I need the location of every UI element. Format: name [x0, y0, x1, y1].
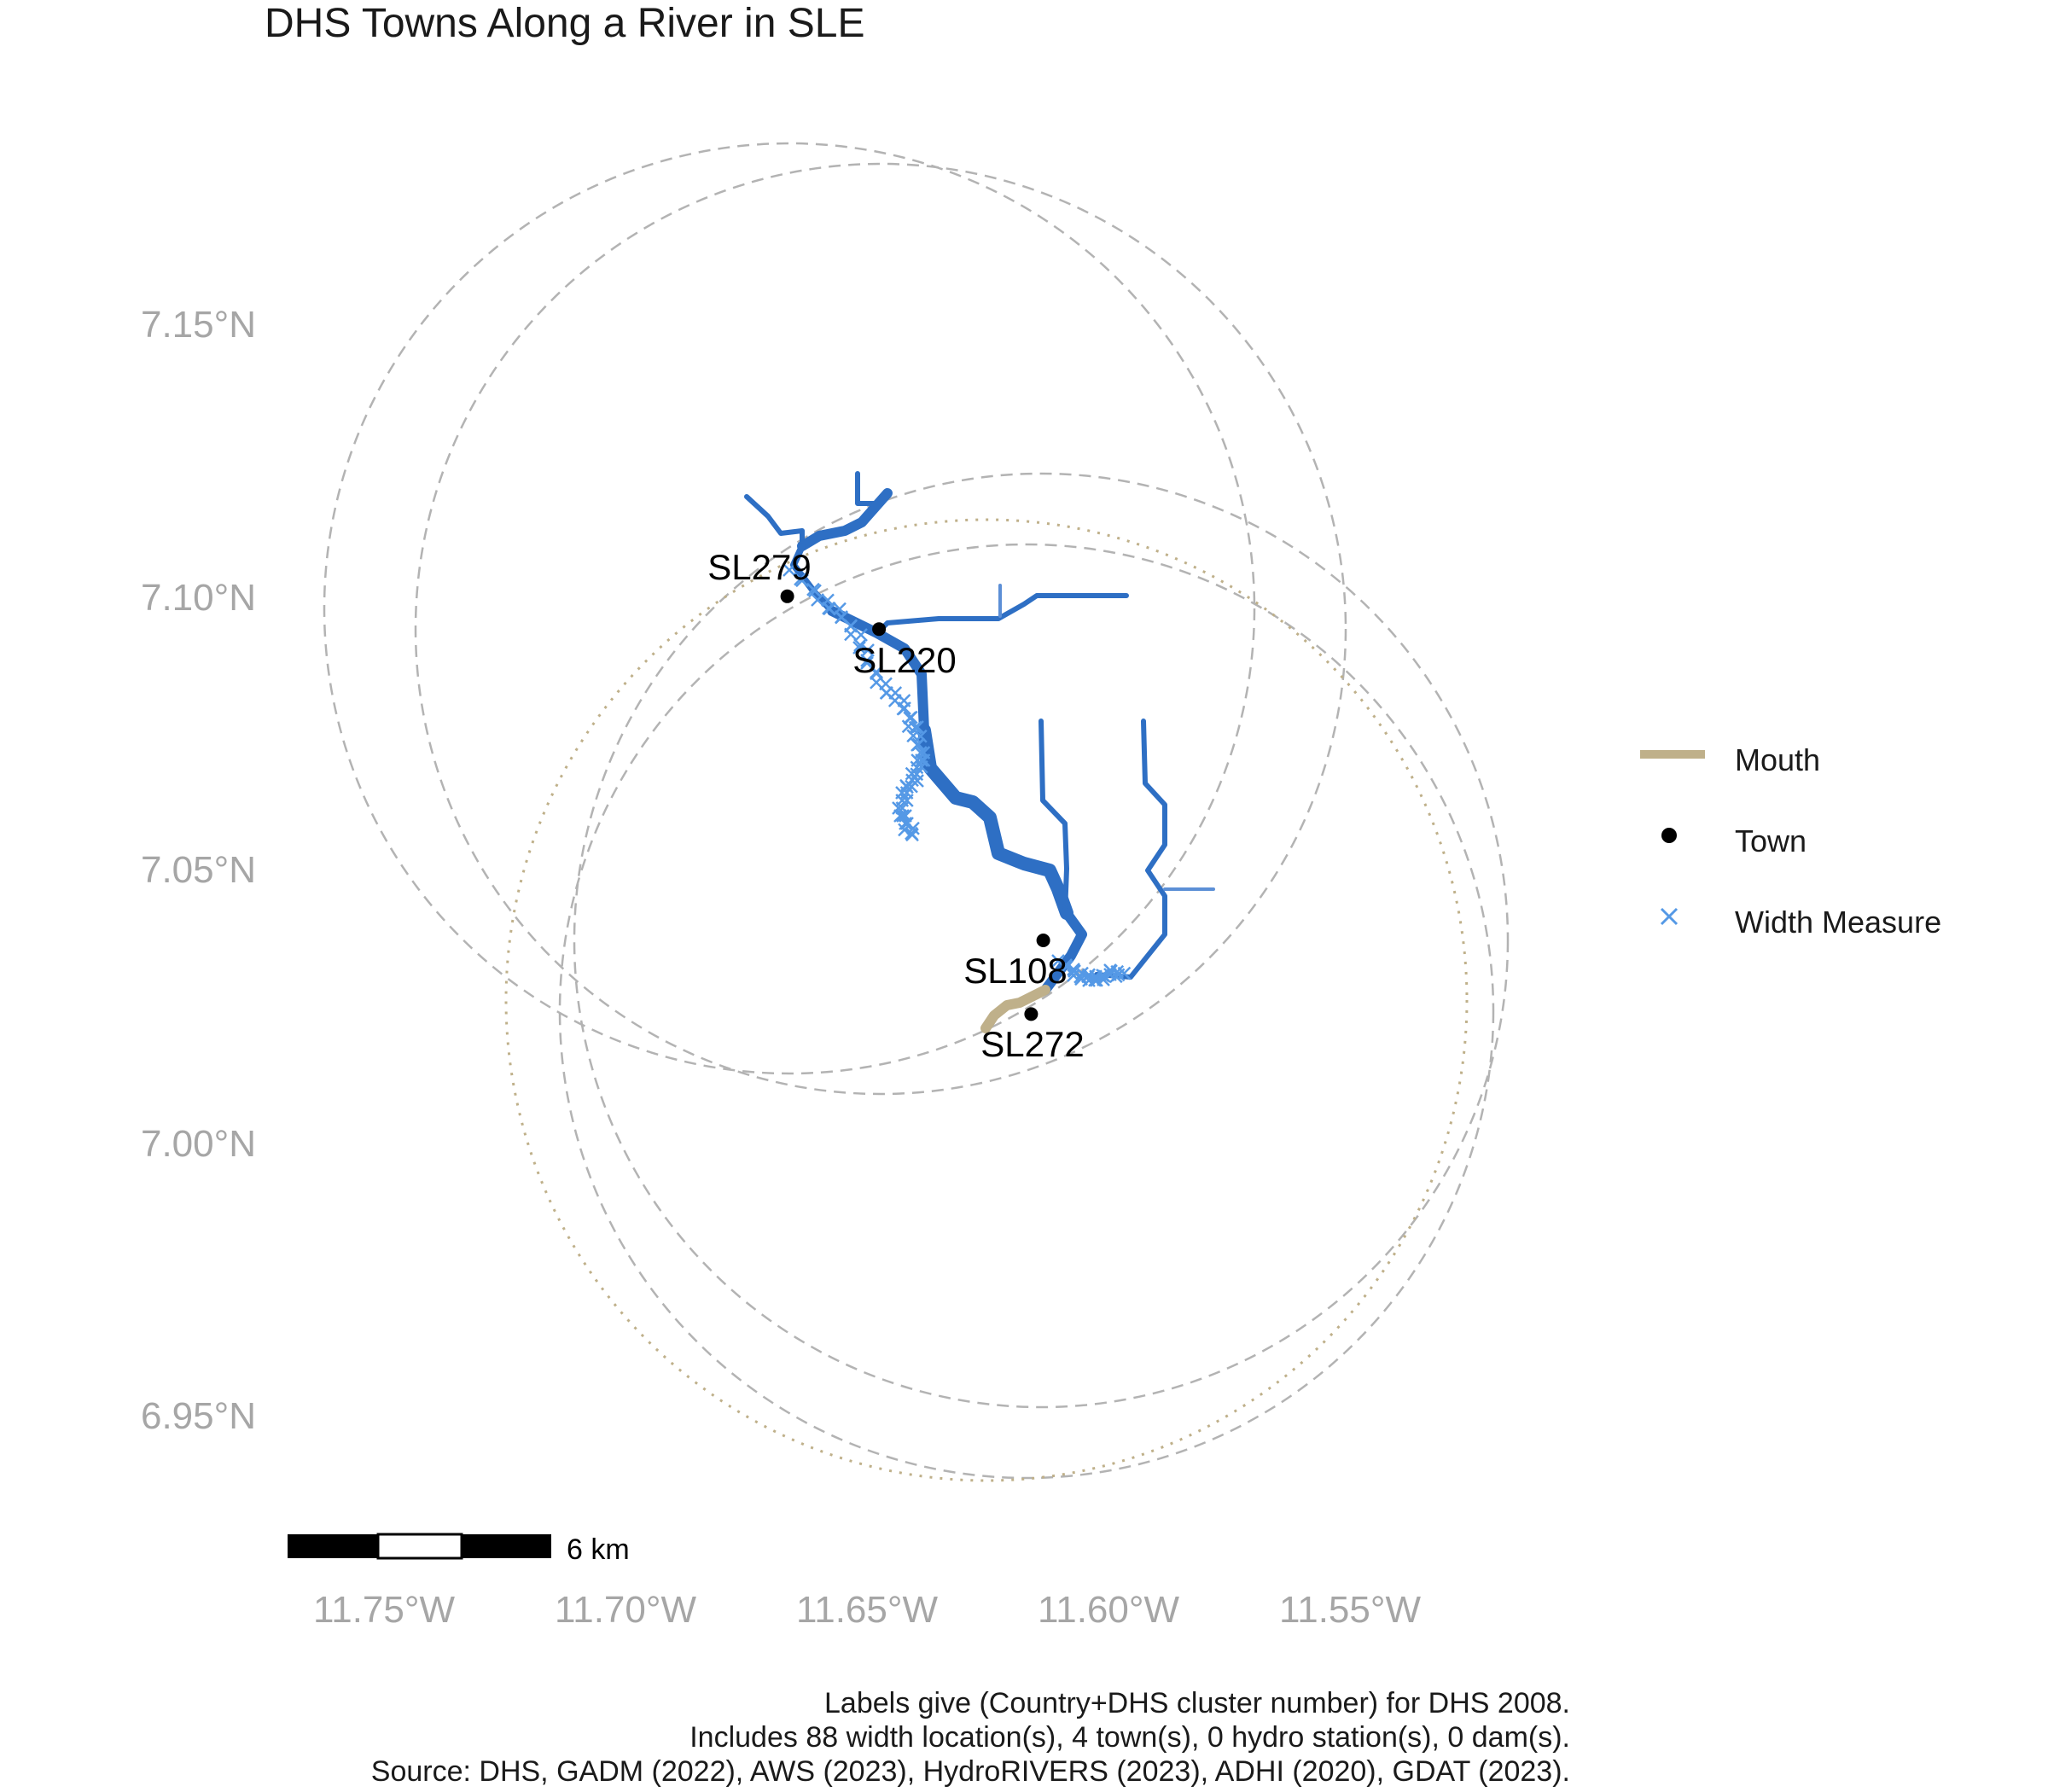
width-measure-marker [835, 610, 848, 625]
width-measure-marker [1117, 966, 1132, 980]
legend-item-mouth: Mouth [1638, 734, 2031, 785]
scale-bar-label: 6 km [567, 1533, 630, 1566]
width-measure-marker [1067, 969, 1080, 982]
width-measure-marker [911, 720, 924, 734]
town-label: SL279 [707, 547, 812, 587]
width-measure-marker [913, 729, 928, 743]
width-measure-marker [1108, 969, 1123, 984]
buffer-circle-mouth [504, 518, 1469, 1482]
width-measure-marker [852, 641, 866, 655]
river-segment [827, 606, 929, 736]
width-measure-marker [896, 809, 910, 823]
scale-bar [288, 1533, 551, 1560]
width-measure-marker [914, 759, 928, 774]
width-measure-marker [910, 767, 924, 782]
width-measure-marker [905, 826, 918, 841]
y-tick-label: 6.95°N [140, 1395, 256, 1437]
mouth-line-icon [1640, 750, 1705, 759]
river-segment [1039, 719, 1069, 916]
width-measure-marker [908, 720, 922, 735]
legend-item-width-measure: Width Measure [1638, 896, 2031, 947]
buffer-circle-sl272 [558, 543, 1495, 1480]
buffer-circle-sl108 [573, 472, 1510, 1409]
width-measure-marker [896, 701, 911, 716]
width-measure-marker [860, 656, 874, 670]
river-segment [1040, 908, 1087, 995]
river-segment [1094, 719, 1167, 980]
town-label: SL220 [852, 640, 957, 680]
width-measure-marker [811, 593, 824, 607]
x-tick-label: 11.60°W [1038, 1589, 1179, 1631]
mouth-segment [980, 985, 1050, 1033]
width-measure-marker [903, 711, 917, 725]
width-measure-marker [1059, 958, 1073, 972]
width-measure-marker [861, 643, 875, 657]
scale-bar-segment-white [376, 1533, 463, 1560]
y-tick-label: 7.10°N [140, 577, 256, 619]
river-segment [797, 488, 893, 551]
town-point [872, 622, 887, 637]
town-label: SL272 [980, 1024, 1085, 1064]
map-title: DHS Towns Along a River in SLE [265, 1, 865, 46]
town-points [780, 589, 1050, 1021]
width-measure-marker [823, 602, 836, 616]
width-measure-marker [795, 573, 809, 588]
y-tick-label: 7.00°N [140, 1123, 256, 1165]
legend-label: Mouth [1735, 742, 1821, 777]
x-tick-label: 11.65°W [796, 1589, 938, 1631]
x-tick-label: 11.55°W [1279, 1589, 1421, 1631]
width-measure-marker [911, 738, 924, 752]
caption: Labels give (Country+DHS cluster number)… [371, 1686, 1570, 1789]
width-measure-marker [892, 801, 905, 815]
town-dot-icon [1661, 828, 1677, 843]
legend-label: Town [1735, 823, 1807, 858]
town-label: SL108 [963, 951, 1068, 991]
y-tick-label: 7.15°N [140, 304, 256, 346]
town-point [780, 589, 794, 603]
x-tick-label: 11.70°W [555, 1589, 696, 1631]
scale-bar-segment-black [288, 1534, 378, 1558]
x-tick-label: 11.75°W [313, 1589, 455, 1631]
river-segment [875, 593, 1129, 636]
buffer-circle-sl220 [414, 162, 1347, 1096]
width-measure-marker [1067, 963, 1080, 976]
scale-bar-segment-black [462, 1534, 551, 1558]
town-point [1036, 934, 1050, 947]
width-measure-marker [905, 766, 919, 781]
legend-item-town: Town [1638, 815, 2031, 866]
caption-line: Source: DHS, GADM (2022), AWS (2023), Hy… [370, 1755, 1570, 1788]
caption-line: Includes 88 width location(s), 4 town(s)… [689, 1721, 1570, 1754]
buffer-circle-sl279 [323, 142, 1256, 1075]
y-tick-label: 7.05°N [140, 849, 256, 891]
width-measure-marker [860, 654, 874, 667]
width-measure-marker [1110, 964, 1125, 979]
width-measure-marker [905, 779, 918, 794]
width-measures [783, 563, 1132, 987]
river-segment [917, 724, 1073, 920]
width-measure-marker [854, 628, 868, 642]
river-network [744, 471, 1215, 1033]
buffer-circles [323, 142, 1510, 1482]
width-measure-marker [893, 809, 907, 823]
width-measure-marker [1051, 954, 1065, 968]
width-measure-marker [898, 823, 911, 837]
width-measure-cross-icon [1660, 907, 1679, 926]
river-segment [744, 494, 805, 549]
width-measure-marker [783, 563, 796, 577]
town-point [1024, 1007, 1039, 1021]
width-measure-marker [844, 627, 858, 642]
width-measure-marker [853, 638, 867, 652]
legend-label: Width Measure [1735, 905, 1942, 940]
caption-line: Labels give (Country+DHS cluster number)… [824, 1687, 1570, 1719]
